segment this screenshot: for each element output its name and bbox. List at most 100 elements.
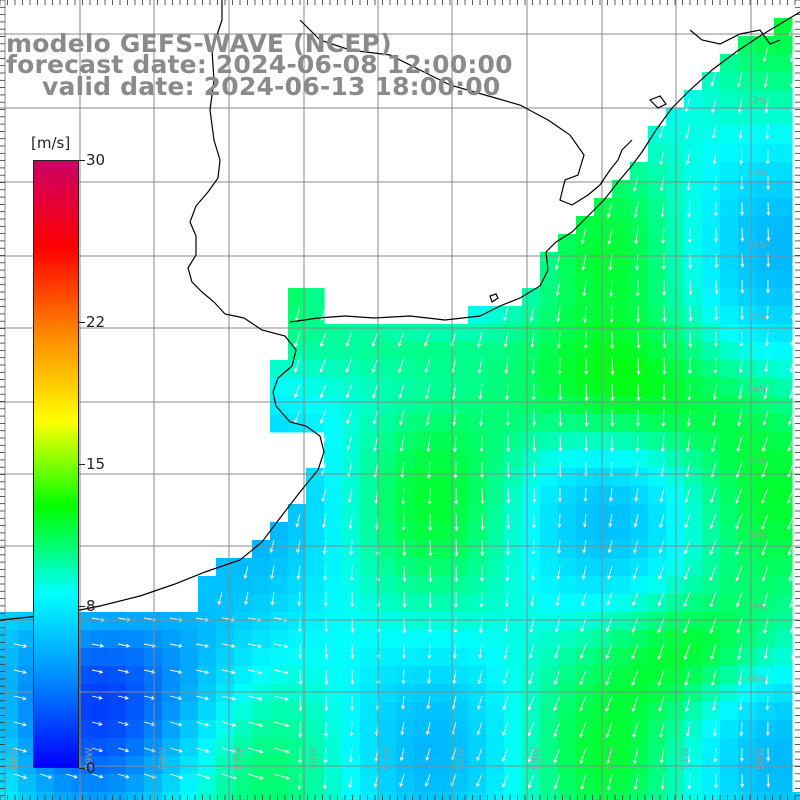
speed-cell bbox=[612, 180, 631, 199]
speed-cell bbox=[702, 396, 721, 415]
wind-arrow bbox=[480, 513, 485, 531]
speed-cell bbox=[504, 666, 523, 685]
speed-cell bbox=[342, 468, 361, 487]
speed-cell bbox=[720, 360, 739, 379]
speed-cell bbox=[342, 612, 361, 631]
wind-arrow bbox=[452, 409, 457, 427]
wind-arrow bbox=[324, 643, 329, 660]
speed-cell bbox=[324, 504, 343, 523]
wind-arrow bbox=[293, 357, 301, 373]
wind-arrow bbox=[634, 253, 640, 271]
wind-arrow bbox=[221, 669, 236, 675]
wind-arrow bbox=[247, 747, 264, 754]
speed-cell bbox=[738, 648, 757, 667]
speed-cell bbox=[522, 612, 541, 631]
speed-cell bbox=[18, 738, 37, 757]
speed-cell bbox=[468, 666, 487, 685]
wind-arrow bbox=[117, 669, 130, 674]
speed-cell bbox=[522, 360, 541, 379]
wind-arrow bbox=[346, 409, 353, 425]
speed-cell bbox=[666, 702, 685, 721]
wind-arrow bbox=[713, 175, 718, 191]
speed-cell bbox=[378, 792, 397, 800]
speed-cell bbox=[666, 558, 685, 577]
speed-cell bbox=[756, 450, 775, 469]
speed-cell bbox=[630, 666, 649, 685]
speed-cell bbox=[378, 594, 397, 613]
speed-cell bbox=[144, 702, 163, 721]
speed-cell bbox=[216, 612, 235, 631]
speed-cell bbox=[612, 324, 631, 343]
speed-cell bbox=[648, 432, 667, 451]
speed-cell bbox=[738, 216, 757, 235]
speed-cell bbox=[630, 684, 649, 703]
speed-cell bbox=[414, 360, 433, 379]
speed-cell bbox=[396, 486, 415, 505]
wind-arrow bbox=[762, 591, 769, 608]
wind-arrow bbox=[506, 461, 511, 479]
speed-cell bbox=[702, 270, 721, 289]
speed-cell bbox=[324, 522, 343, 541]
wind-arrow bbox=[739, 721, 744, 737]
wind-arrow bbox=[606, 773, 613, 791]
speed-cell bbox=[378, 396, 397, 415]
speed-cell bbox=[468, 306, 487, 325]
wind-arrow bbox=[350, 643, 355, 660]
speed-cell bbox=[666, 612, 685, 631]
speed-cell bbox=[576, 666, 595, 685]
speed-cell bbox=[756, 126, 775, 145]
speed-cell bbox=[270, 360, 289, 379]
speed-cell bbox=[684, 468, 703, 487]
speed-cell bbox=[702, 738, 721, 757]
speed-cell bbox=[720, 756, 739, 775]
speed-cell bbox=[432, 774, 451, 793]
speed-cell bbox=[468, 378, 487, 397]
speed-cell bbox=[108, 756, 127, 775]
speed-cell bbox=[684, 108, 703, 127]
wind-arrow bbox=[530, 565, 535, 581]
wind-arrow bbox=[713, 201, 718, 217]
speed-cell bbox=[522, 702, 541, 721]
speed-cell bbox=[648, 630, 667, 649]
wind-arrow bbox=[710, 643, 717, 661]
wind-arrow bbox=[658, 565, 665, 580]
speed-cell bbox=[738, 432, 757, 451]
speed-cell bbox=[522, 468, 541, 487]
wind-arrow bbox=[454, 565, 459, 583]
speed-cell bbox=[558, 522, 577, 541]
speed-cell bbox=[756, 576, 775, 595]
speed-cell bbox=[576, 684, 595, 703]
speed-cell bbox=[450, 396, 469, 415]
speed-cell bbox=[486, 468, 505, 487]
wind-arrow bbox=[792, 149, 797, 165]
speed-cell bbox=[630, 612, 649, 631]
wind-arrow bbox=[502, 695, 509, 711]
wind-arrow bbox=[502, 721, 509, 737]
speed-cell bbox=[432, 756, 451, 775]
speed-cell bbox=[594, 594, 613, 613]
speed-cell bbox=[468, 522, 487, 541]
speed-cell bbox=[486, 450, 505, 469]
speed-cell bbox=[450, 522, 469, 541]
speed-cell bbox=[594, 252, 613, 271]
wind-arrow bbox=[736, 71, 743, 88]
wind-arrow bbox=[764, 669, 769, 686]
speed-cell bbox=[540, 324, 559, 343]
speed-cell bbox=[504, 594, 523, 613]
speed-cell bbox=[648, 180, 667, 199]
speed-cell bbox=[396, 684, 415, 703]
speed-cell bbox=[360, 522, 379, 541]
wind-arrow bbox=[39, 773, 53, 779]
latitude-label: 33S bbox=[747, 168, 766, 179]
speed-cell bbox=[702, 108, 721, 127]
wind-arrow bbox=[13, 695, 27, 701]
speed-cell bbox=[774, 558, 793, 577]
speed-cell bbox=[558, 594, 577, 613]
wind-arrow bbox=[13, 721, 27, 727]
wind-arrow bbox=[790, 331, 795, 347]
wind-arrow bbox=[454, 539, 459, 557]
speed-cell bbox=[558, 396, 577, 415]
wind-arrow bbox=[531, 383, 536, 401]
speed-cell bbox=[378, 648, 397, 667]
speed-cell bbox=[756, 360, 775, 379]
